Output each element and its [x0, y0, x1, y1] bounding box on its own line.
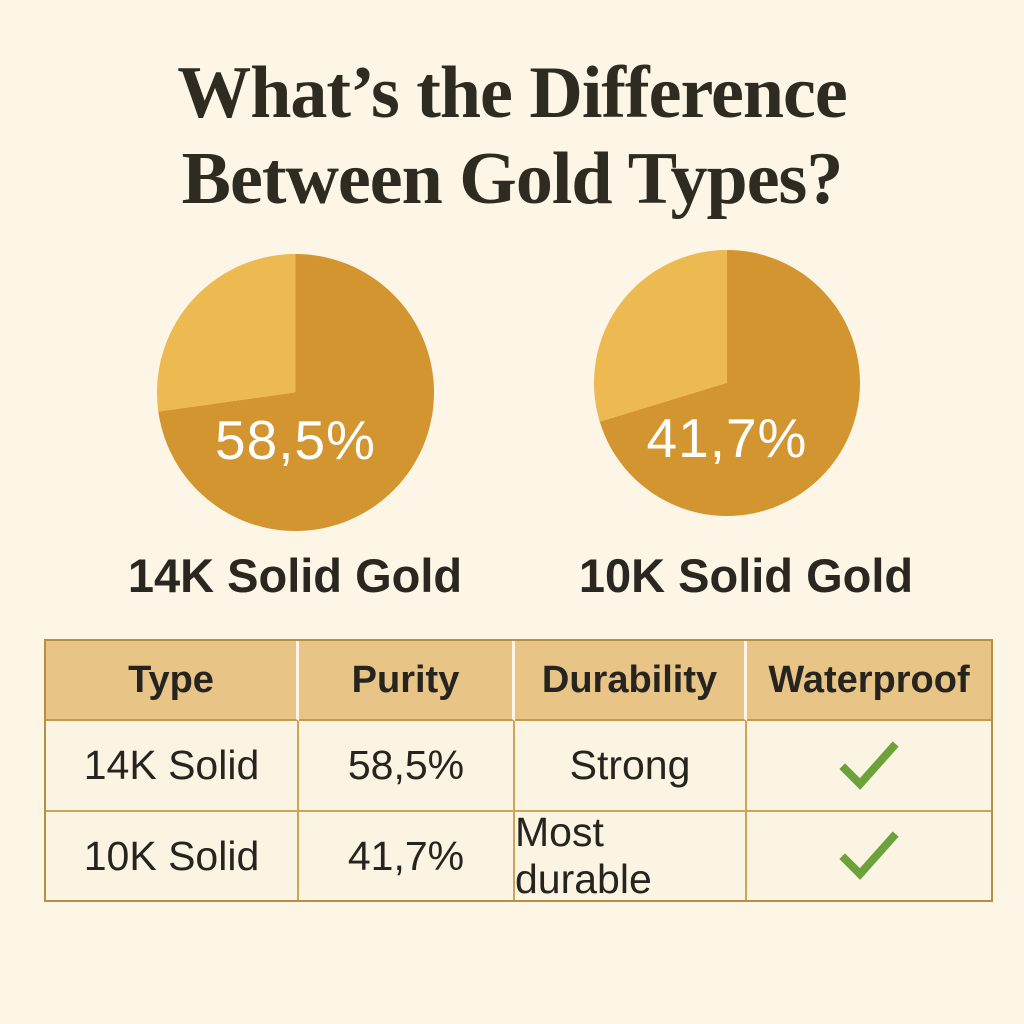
page-title: What’s the Difference Between Gold Types…	[0, 50, 1024, 222]
cell-waterproof	[747, 812, 991, 900]
pie-caption-10k: 10K Solid Gold	[578, 549, 914, 602]
page-title-line-1: What’s the Difference	[177, 52, 847, 134]
pie-value-label-10k: 41,7%	[646, 407, 808, 469]
checkmark-icon	[839, 740, 899, 790]
cell-durability: Most durable	[515, 809, 747, 902]
table-row: 10K Solid 41,7% Most durable	[46, 809, 991, 902]
pie-value-label-14k: 58,5%	[215, 409, 376, 471]
pie-chart-14k-gold: 58,5%	[157, 254, 434, 531]
table-header-row: Type Purity Durability Waterproof	[46, 641, 991, 721]
checkmark-icon	[839, 831, 899, 880]
column-header-waterproof: Waterproof	[747, 641, 991, 721]
page-title-line-2: Between Gold Types?	[181, 138, 844, 220]
column-header-purity: Purity	[299, 641, 515, 721]
checkmark-stroke	[839, 740, 899, 790]
cell-waterproof	[747, 721, 991, 812]
cell-type: 14K Solid	[46, 721, 299, 812]
table-row: 14K Solid 58,5% Strong	[46, 721, 991, 812]
comparison-table: Type Purity Durability Waterproof 14K So…	[44, 639, 993, 902]
pie-chart-10k-gold: 41,7%	[594, 250, 860, 516]
pie-caption-14k: 14K Solid Gold	[127, 549, 463, 602]
column-header-type: Type	[46, 641, 299, 721]
cell-purity: 41,7%	[299, 812, 515, 900]
cell-purity: 58,5%	[299, 721, 515, 812]
cell-type: 10K Solid	[46, 812, 299, 900]
column-header-durability: Durability	[515, 641, 747, 721]
checkmark-stroke	[839, 831, 899, 880]
cell-durability: Strong	[515, 721, 747, 812]
